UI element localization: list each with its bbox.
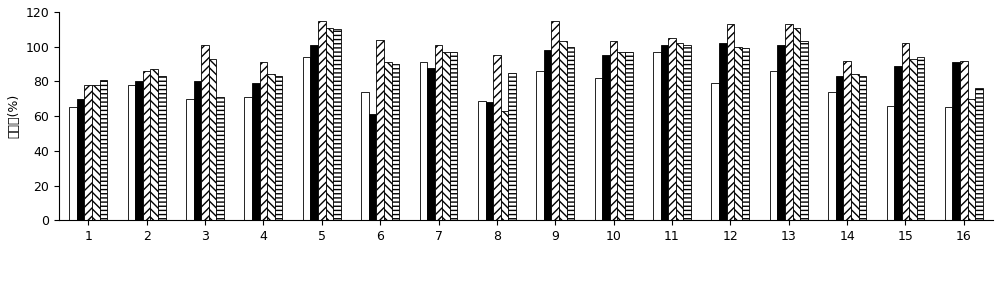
Bar	[945, 107, 952, 220]
Bar	[602, 55, 610, 220]
Bar	[333, 29, 341, 220]
Bar	[194, 81, 201, 220]
Bar	[420, 62, 427, 220]
Bar	[376, 40, 384, 220]
Bar	[303, 57, 310, 220]
Bar	[326, 28, 333, 220]
Bar	[800, 42, 808, 220]
Bar	[435, 45, 442, 220]
Bar	[770, 71, 777, 220]
Bar	[450, 52, 457, 220]
Bar	[100, 80, 107, 220]
Bar	[260, 62, 267, 220]
Bar	[742, 48, 749, 220]
Bar	[836, 76, 843, 220]
Bar	[551, 21, 559, 220]
Bar	[902, 43, 909, 220]
Bar	[952, 62, 960, 220]
Bar	[216, 97, 224, 220]
Legend: 200 mg N-丙基乙二胺, 200 mg C18, 200 mg 石墨化炭黑, 200 mg 硅胶, 200 mg 弗罗里硅土: 200 mg N-丙基乙二胺, 200 mg C18, 200 mg 石墨化炭黑…	[251, 304, 801, 306]
Bar	[92, 85, 100, 220]
Bar	[77, 99, 84, 220]
Bar	[158, 76, 166, 220]
Bar	[493, 55, 501, 220]
Bar	[442, 52, 450, 220]
Bar	[727, 24, 734, 220]
Bar	[135, 81, 143, 220]
Bar	[384, 62, 392, 220]
Bar	[536, 71, 544, 220]
Bar	[478, 100, 486, 220]
Bar	[793, 28, 800, 220]
Bar	[508, 73, 516, 220]
Bar	[252, 83, 260, 220]
Bar	[143, 71, 150, 220]
Bar	[960, 61, 968, 220]
Bar	[310, 45, 318, 220]
Bar	[777, 45, 785, 220]
Bar	[909, 59, 917, 220]
Bar	[843, 61, 851, 220]
Bar	[719, 43, 727, 220]
Bar	[734, 47, 742, 220]
Bar	[785, 24, 793, 220]
Bar	[968, 99, 975, 220]
Bar	[501, 111, 508, 220]
Bar	[361, 92, 369, 220]
Bar	[676, 43, 683, 220]
Bar	[128, 85, 135, 220]
Bar	[186, 99, 194, 220]
Bar	[544, 50, 551, 220]
Bar	[887, 106, 894, 220]
Bar	[369, 114, 376, 220]
Bar	[318, 21, 326, 220]
Bar	[917, 57, 924, 220]
Bar	[661, 45, 668, 220]
Bar	[610, 42, 617, 220]
Bar	[683, 45, 691, 220]
Bar	[894, 66, 902, 220]
Bar	[69, 107, 77, 220]
Bar	[244, 97, 252, 220]
Bar	[625, 52, 633, 220]
Bar	[859, 76, 866, 220]
Bar	[711, 83, 719, 220]
Bar	[150, 69, 158, 220]
Bar	[392, 64, 399, 220]
Bar	[567, 47, 574, 220]
Bar	[427, 68, 435, 220]
Bar	[84, 85, 92, 220]
Bar	[668, 38, 676, 220]
Bar	[267, 74, 275, 220]
Bar	[559, 42, 567, 220]
Bar	[275, 76, 282, 220]
Y-axis label: 回收率(%): 回收率(%)	[7, 94, 20, 138]
Bar	[201, 45, 209, 220]
Bar	[653, 52, 661, 220]
Bar	[851, 74, 859, 220]
Bar	[486, 102, 493, 220]
Bar	[828, 92, 836, 220]
Bar	[595, 78, 602, 220]
Bar	[617, 52, 625, 220]
Bar	[975, 88, 983, 220]
Bar	[209, 59, 216, 220]
